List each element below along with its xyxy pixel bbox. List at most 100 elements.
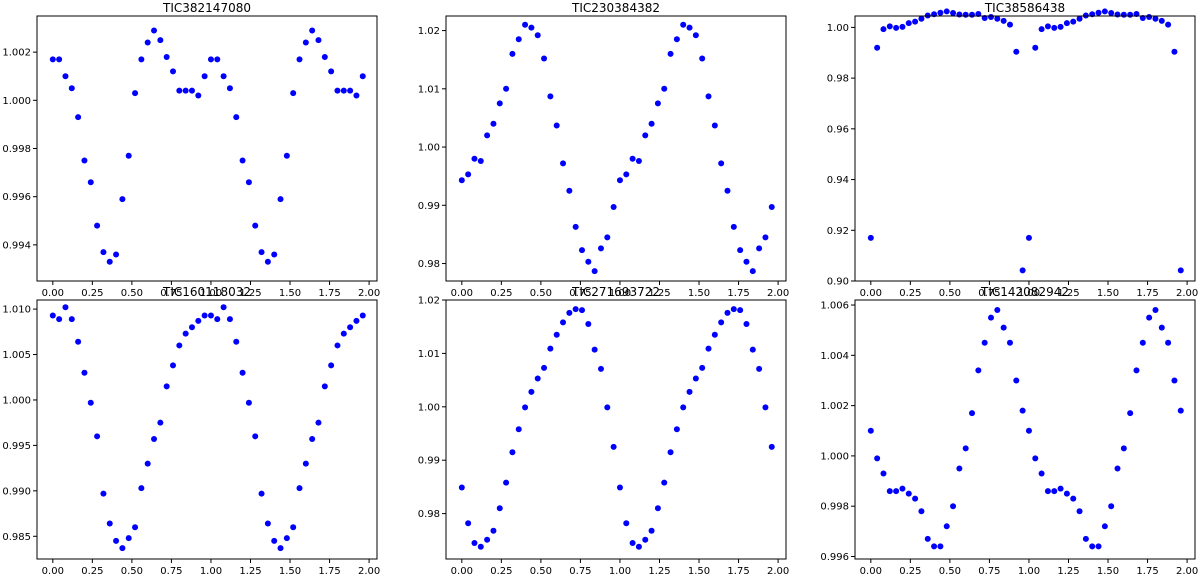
y-tick-label: 0.985	[2, 532, 31, 543]
y-tick-label: 1.002	[2, 48, 31, 59]
data-point	[680, 21, 687, 28]
data-point	[635, 543, 642, 550]
data-point	[686, 24, 693, 31]
data-point	[724, 187, 731, 194]
data-point	[1051, 488, 1058, 495]
x-tick-label: 1.25	[648, 288, 670, 299]
data-point	[737, 247, 744, 254]
data-point	[113, 537, 120, 544]
data-point	[214, 316, 221, 323]
data-point	[170, 362, 176, 369]
data-point	[899, 23, 906, 30]
data-point	[1019, 267, 1026, 274]
data-point	[673, 426, 680, 433]
data-point	[975, 10, 982, 17]
data-point	[912, 18, 919, 25]
data-point	[471, 539, 478, 546]
data-point	[75, 338, 82, 345]
data-point	[1025, 427, 1032, 434]
y-tick-label: 1.01	[418, 349, 440, 360]
data-point	[616, 484, 623, 491]
data-point	[629, 155, 636, 162]
data-point	[157, 419, 164, 426]
data-point	[667, 449, 674, 456]
panel-2: TIC230384382 0.00 0.25 0.50 0.75 1.00 1.25 1.50…	[418, 1, 789, 299]
data-point	[893, 488, 900, 495]
data-point	[509, 449, 516, 456]
data-point	[1101, 523, 1108, 530]
x-tick-label: 1.00	[200, 288, 222, 299]
data-point	[1038, 470, 1045, 477]
data-point	[880, 470, 887, 477]
data-point	[969, 410, 976, 417]
data-point	[87, 399, 94, 406]
data-point	[315, 419, 322, 426]
x-tick-label: 0.00	[42, 288, 64, 299]
data-point	[62, 73, 69, 80]
x-tick-label: 0.50	[121, 566, 143, 576]
data-point	[1108, 9, 1115, 16]
data-point	[1127, 11, 1134, 18]
y-tick-label: 1.000	[2, 96, 31, 107]
data-point	[705, 345, 712, 352]
y-tick-label: 0.994	[2, 240, 31, 251]
data-point	[340, 87, 347, 94]
x-tick-label: 1.00	[200, 566, 222, 576]
data-point	[1133, 367, 1140, 374]
data-point	[553, 331, 560, 338]
data-point	[667, 50, 674, 57]
x-tick-label: 0.75	[160, 288, 182, 299]
data-point	[1019, 407, 1026, 414]
data-point	[988, 314, 994, 321]
data-point	[579, 307, 585, 314]
data-point	[252, 433, 259, 440]
data-point	[579, 247, 585, 254]
data-point	[623, 520, 630, 527]
data-point	[962, 11, 969, 18]
panel-title: TIC271693722	[571, 285, 660, 299]
data-point	[163, 383, 170, 390]
data-point	[1057, 23, 1064, 30]
data-point	[176, 342, 183, 349]
data-point	[271, 251, 278, 258]
x-tick-label: 0.00	[42, 566, 64, 576]
data-point	[515, 426, 522, 433]
data-point	[886, 23, 893, 30]
x-tick-label: 1.50	[279, 288, 301, 299]
data-point	[100, 490, 107, 497]
data-point	[207, 312, 214, 319]
data-point	[503, 479, 510, 486]
data-point	[458, 484, 465, 491]
data-point	[321, 383, 328, 390]
data-point	[988, 14, 994, 21]
y-tick-label: 1.00	[827, 23, 849, 34]
data-point	[100, 249, 107, 256]
data-point	[572, 306, 579, 313]
data-point	[1025, 234, 1032, 241]
y-tick-label: 0.92	[827, 226, 849, 237]
panel-3: TIC38586438 0.00 0.25 0.50 0.75 1.00 1.25 1.50 1…	[827, 1, 1198, 299]
x-tick-label: 0.50	[939, 566, 961, 576]
data-point	[661, 85, 668, 92]
data-point	[49, 56, 56, 63]
data-point	[496, 100, 503, 107]
data-point	[585, 258, 592, 265]
data-point	[1120, 445, 1127, 452]
data-point	[56, 316, 63, 323]
data-point	[566, 187, 573, 194]
data-point	[1108, 503, 1115, 510]
data-point	[768, 443, 775, 450]
data-point	[981, 15, 988, 22]
data-point	[1076, 15, 1083, 22]
data-point	[214, 56, 221, 63]
data-point	[283, 152, 290, 159]
data-point	[692, 375, 699, 382]
data-point	[119, 196, 126, 203]
panel-title: TIC160118032	[162, 285, 251, 299]
data-point	[353, 317, 360, 324]
data-point	[309, 436, 316, 443]
x-tick-label: 1.50	[1097, 566, 1119, 576]
data-point	[874, 44, 881, 51]
data-point	[125, 152, 132, 159]
x-tick-label: 2.00	[358, 288, 380, 299]
